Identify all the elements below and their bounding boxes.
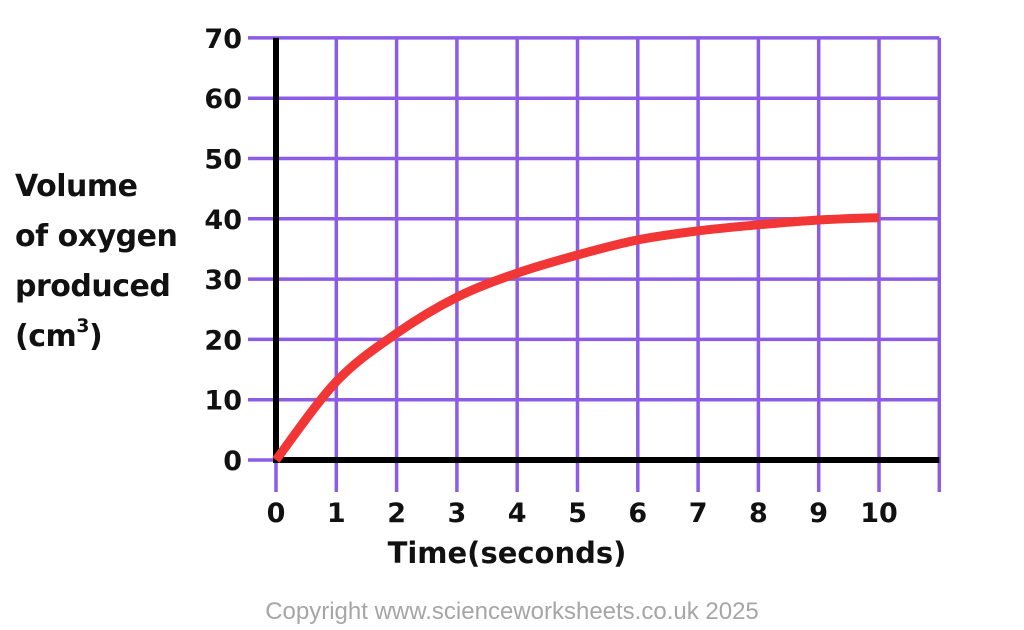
grid <box>248 36 942 492</box>
y-axis-label-line: (cm3) <box>15 312 177 362</box>
x-tick-label: 6 <box>628 498 647 529</box>
y-unit-suffix: ) <box>89 319 103 354</box>
y-tick-label: 70 <box>204 24 242 55</box>
x-tick-labels: 0 1 2 3 4 5 6 7 8 9 10 <box>267 498 898 529</box>
y-tick-label: 0 <box>223 446 242 477</box>
y-axis-label-line: of oxygen <box>15 219 178 254</box>
x-tick-label: 0 <box>267 498 286 529</box>
y-tick-label: 50 <box>204 145 242 176</box>
x-tick-label: 4 <box>508 498 527 529</box>
axes <box>273 37 940 463</box>
y-axis-label: Volume of oxygen produced (cm3) <box>15 162 178 362</box>
x-tick-label: 5 <box>568 498 587 529</box>
y-unit: (cm <box>15 319 77 354</box>
y-tick-label: 20 <box>204 325 242 356</box>
copyright-text: Copyright www.scienceworksheets.co.uk 20… <box>265 598 759 625</box>
x-tick-label: 9 <box>809 498 828 529</box>
x-tick-label: 2 <box>387 498 406 529</box>
y-tick-label: 40 <box>204 205 242 236</box>
x-tick-label: 1 <box>327 498 346 529</box>
y-tick-label: 30 <box>204 265 242 296</box>
y-axis-label-line: Volume <box>15 169 138 204</box>
y-tick-labels: 0 10 20 30 40 50 60 70 <box>204 24 242 477</box>
x-tick-label: 7 <box>689 498 708 529</box>
series-line <box>272 213 880 463</box>
x-tick-label: 3 <box>448 498 467 529</box>
x-tick-label: 10 <box>860 498 898 529</box>
series <box>272 213 880 463</box>
x-tick-label: 8 <box>749 498 768 529</box>
y-axis-label-line: produced <box>15 269 171 304</box>
x-axis-label: Time(seconds) <box>388 536 627 570</box>
y-tick-label: 60 <box>204 84 242 115</box>
y-unit-superscript: 3 <box>76 315 89 337</box>
y-tick-label: 10 <box>204 386 242 417</box>
